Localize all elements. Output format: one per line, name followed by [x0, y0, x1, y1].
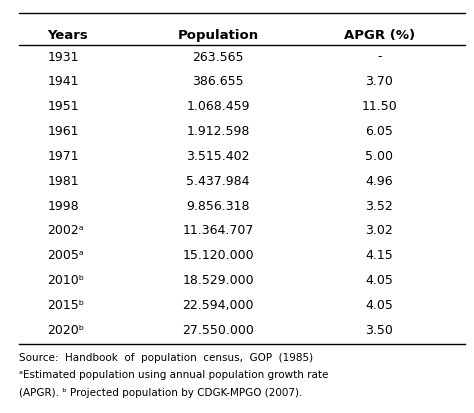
- Text: 4.05: 4.05: [365, 273, 393, 286]
- Text: 3.52: 3.52: [365, 199, 393, 212]
- Text: 11.364.707: 11.364.707: [182, 224, 254, 237]
- Text: 1.068.459: 1.068.459: [186, 100, 250, 113]
- Text: 3.50: 3.50: [365, 323, 393, 336]
- Text: Population: Population: [177, 29, 259, 42]
- Text: 15.120.000: 15.120.000: [182, 249, 254, 261]
- Text: 4.96: 4.96: [365, 174, 393, 187]
- Text: 5.437.984: 5.437.984: [186, 174, 250, 187]
- Text: 3.515.402: 3.515.402: [186, 150, 250, 162]
- Text: 9.856.318: 9.856.318: [186, 199, 250, 212]
- Text: 3.02: 3.02: [365, 224, 393, 237]
- Text: 11.50: 11.50: [361, 100, 397, 113]
- Text: 386.655: 386.655: [192, 75, 244, 88]
- Text: 6.05: 6.05: [365, 125, 393, 138]
- Text: 1961: 1961: [47, 125, 79, 138]
- Text: 2002ᵃ: 2002ᵃ: [47, 224, 84, 237]
- Text: 263.565: 263.565: [192, 50, 244, 63]
- Text: 1931: 1931: [47, 50, 79, 63]
- Text: Years: Years: [47, 29, 88, 42]
- Text: 27.550.000: 27.550.000: [182, 323, 254, 336]
- Text: 2005ᵃ: 2005ᵃ: [47, 249, 84, 261]
- Text: APGR (%): APGR (%): [344, 29, 415, 42]
- Text: 1981: 1981: [47, 174, 79, 187]
- Text: 4.05: 4.05: [365, 298, 393, 311]
- Text: (APGR). ᵇ Projected population by CDGK-MPGO (2007).: (APGR). ᵇ Projected population by CDGK-M…: [19, 387, 302, 396]
- Text: 1.912.598: 1.912.598: [186, 125, 250, 138]
- Text: ᵃEstimated population using annual population growth rate: ᵃEstimated population using annual popul…: [19, 369, 328, 379]
- Text: 1951: 1951: [47, 100, 79, 113]
- Text: 1998: 1998: [47, 199, 79, 212]
- Text: 4.15: 4.15: [365, 249, 393, 261]
- Text: 22.594,000: 22.594,000: [182, 298, 254, 311]
- Text: 2010ᵇ: 2010ᵇ: [47, 273, 84, 286]
- Text: Source:  Handbook  of  population  census,  GOP  (1985): Source: Handbook of population census, G…: [19, 352, 313, 362]
- Text: 18.529.000: 18.529.000: [182, 273, 254, 286]
- Text: 5.00: 5.00: [365, 150, 393, 162]
- Text: 3.70: 3.70: [365, 75, 393, 88]
- Text: 1971: 1971: [47, 150, 79, 162]
- Text: -: -: [377, 50, 382, 63]
- Text: 2015ᵇ: 2015ᵇ: [47, 298, 84, 311]
- Text: 2020ᵇ: 2020ᵇ: [47, 323, 84, 336]
- Text: 1941: 1941: [47, 75, 79, 88]
